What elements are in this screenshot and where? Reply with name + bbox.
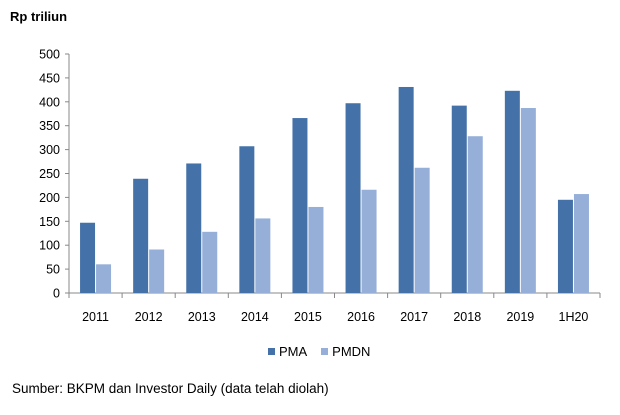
bar-pmdn-2012 — [149, 249, 165, 293]
legend-swatch-pmdn — [321, 348, 329, 355]
bar-pma-1h20 — [557, 199, 573, 293]
y-tick-label: 200 — [39, 191, 60, 205]
x-tick-label: 2013 — [188, 310, 216, 324]
x-tick-label: 2017 — [400, 310, 428, 324]
bar-pma-2012 — [133, 178, 149, 293]
y-tick-label: 400 — [39, 95, 60, 109]
y-tick-label: 300 — [39, 143, 60, 157]
y-tick-label: 500 — [39, 48, 60, 62]
y-tick-label: 250 — [39, 167, 60, 181]
bar-pma-2018 — [451, 105, 467, 294]
bar-pmdn-1h20 — [573, 194, 589, 293]
y-tick-label: 150 — [39, 215, 60, 229]
bar-pma-2019 — [504, 90, 520, 293]
bar-pmdn-2019 — [520, 108, 536, 293]
x-tick-label: 2016 — [347, 310, 375, 324]
bar-pma-2013 — [186, 163, 202, 293]
legend-label-pmdn: PMDN — [332, 344, 371, 359]
bar-pmdn-2013 — [202, 231, 218, 293]
x-tick-label: 2012 — [135, 310, 163, 324]
legend-item-pma: PMA — [268, 344, 307, 359]
bar-pmdn-2014 — [255, 218, 271, 293]
legend: PMA PMDN — [268, 344, 384, 359]
bar-pma-2015 — [292, 118, 308, 293]
y-tick-label: 450 — [39, 71, 60, 85]
y-axis-unit-label: Rp triliun — [10, 9, 68, 24]
bar-pma-2014 — [239, 146, 255, 293]
legend-label-pma: PMA — [279, 344, 308, 359]
y-tick-label: 350 — [39, 119, 60, 133]
x-tick-label: 2019 — [506, 310, 534, 324]
x-tick-label: 2014 — [241, 310, 269, 324]
bar-pmdn-2011 — [96, 264, 112, 293]
y-tick-label: 0 — [53, 287, 60, 301]
bar-pma-2017 — [398, 86, 414, 294]
x-tick-label: 1H20 — [559, 310, 589, 324]
legend-swatch-pma — [268, 348, 275, 355]
bar-pmdn-2018 — [467, 136, 483, 293]
bar-pmdn-2015 — [308, 206, 324, 293]
x-tick-label: 2015 — [294, 310, 322, 324]
bar-pma-2016 — [345, 103, 361, 293]
bar-pmdn-2017 — [414, 167, 430, 293]
legend-item-pmdn: PMDN — [321, 344, 370, 359]
x-tick-label: 2018 — [453, 310, 481, 324]
y-tick-label: 50 — [46, 263, 60, 277]
source-note: Sumber: BKPM dan Investor Daily (data te… — [12, 381, 329, 396]
bar-pma-2011 — [80, 222, 96, 293]
bar-pmdn-2016 — [361, 189, 377, 293]
y-tick-label: 100 — [39, 239, 60, 253]
x-tick-label: 2011 — [82, 310, 109, 324]
